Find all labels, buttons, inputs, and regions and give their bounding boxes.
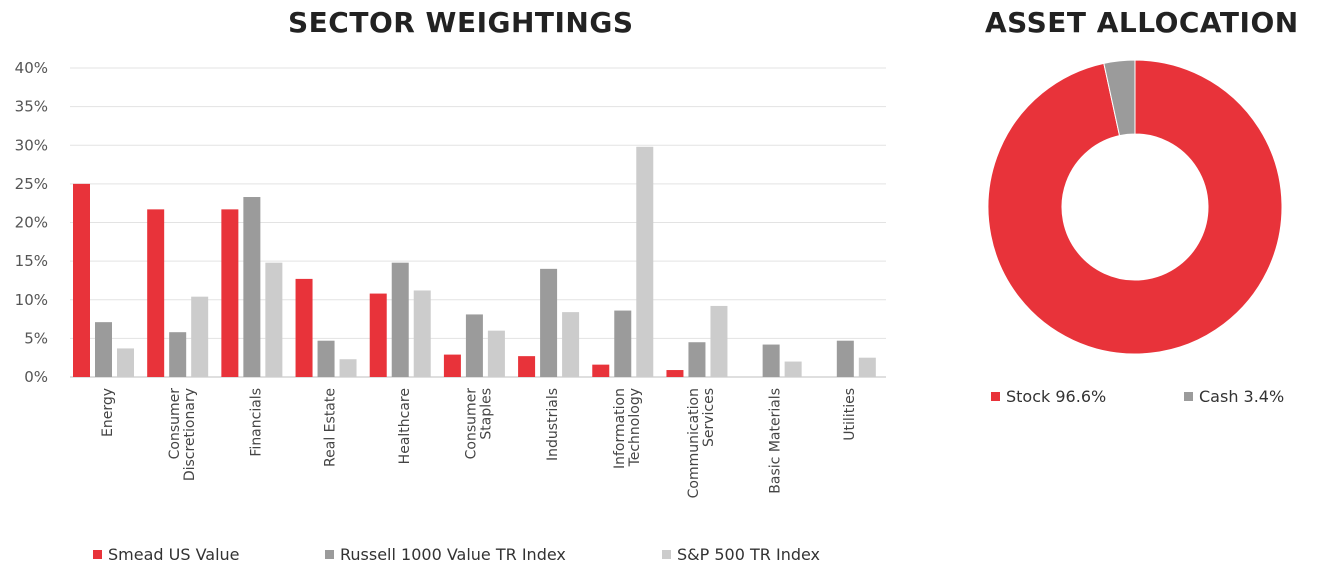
y-tick-label: 5%	[24, 329, 48, 347]
bar-sp500	[858, 357, 876, 377]
sector-weightings-chart: 0%5%10%15%20%25%30%35%40%Energy Consumer D…	[15, 59, 886, 498]
x-category-label: Financials	[248, 388, 264, 457]
bar-russell	[391, 262, 409, 377]
x-category-label-line: Basic Materials	[768, 388, 784, 494]
bar-smead	[147, 209, 165, 377]
x-category-label-line: Technology	[627, 388, 643, 467]
bar-sp500	[117, 348, 134, 377]
donut-slice-cash	[1103, 59, 1136, 137]
bar-sp500	[784, 361, 802, 377]
x-category-label: Energy	[100, 388, 116, 437]
legend-item-russell: Russell 1000 Value TR Index	[325, 545, 566, 564]
bar-russell	[243, 197, 261, 377]
bar-russell	[169, 332, 187, 377]
donut-slice-stock	[987, 59, 1283, 355]
bar-russell	[614, 310, 632, 377]
bar-smead	[73, 183, 90, 377]
bar-smead	[443, 354, 461, 377]
x-category-label: Real Estate	[323, 388, 339, 467]
legend-item-sp500: S&P 500 TR Index	[662, 545, 820, 564]
legend-item-stock: Stock 96.6%	[991, 387, 1106, 406]
x-category-label-line: Industrials	[545, 388, 561, 461]
y-tick-label: 40%	[15, 59, 48, 77]
y-tick-label: 30%	[15, 136, 48, 154]
bar-sp500	[487, 330, 505, 377]
bar-smead	[295, 278, 313, 377]
legend-swatch-smead	[93, 550, 102, 559]
legend-swatch-russell	[325, 550, 334, 559]
y-tick-label: 20%	[15, 214, 48, 232]
bar-sp500	[562, 312, 580, 377]
legend-swatch-stock	[991, 392, 1000, 401]
bar-russell	[95, 322, 112, 377]
x-category-label: Basic Materials	[768, 388, 784, 494]
x-category-label-line: Real Estate	[323, 388, 339, 467]
bar-sp500	[710, 305, 728, 377]
y-tick-label: 0%	[24, 368, 48, 386]
x-category-label-line: Consumer	[167, 388, 183, 460]
bar-sp500	[191, 296, 209, 377]
bar-russell	[317, 340, 335, 377]
x-category-label-line: Utilities	[842, 388, 858, 441]
bar-smead	[369, 293, 387, 377]
bar-russell	[836, 340, 854, 377]
asset-allocation-title: ASSET ALLOCATION	[985, 6, 1299, 39]
legend-label-sp500: S&P 500 TR Index	[677, 545, 821, 564]
bar-sp500	[339, 359, 357, 377]
x-category-label-line: Financials	[248, 388, 264, 457]
legend-label-smead: Smead US Value	[108, 545, 240, 564]
bar-smead	[666, 370, 684, 377]
bar-smead	[518, 356, 536, 377]
x-category-label: Consumer Staples	[464, 388, 495, 460]
bar-russell	[688, 342, 706, 377]
x-category-label: Utilities	[842, 388, 858, 441]
legend-label-cash: Cash 3.4%	[1199, 387, 1285, 406]
bar-sp500	[413, 290, 431, 377]
x-category-label: Industrials	[545, 388, 561, 461]
x-category-label-line: Information	[612, 388, 628, 469]
sector-weightings-title: SECTOR WEIGHTINGS	[288, 6, 634, 39]
bar-russell	[762, 344, 780, 377]
bar-russell	[465, 314, 483, 377]
x-category-label-line: Healthcare	[397, 388, 413, 464]
legend-label-russell: Russell 1000 Value TR Index	[340, 545, 566, 564]
x-category-label: Communication Services	[686, 388, 717, 498]
legend-item-smead: Smead US Value	[93, 545, 240, 564]
y-tick-label: 25%	[15, 175, 48, 193]
bar-smead	[592, 364, 610, 377]
legend-item-cash: Cash 3.4%	[1184, 387, 1284, 406]
y-tick-label: 10%	[15, 291, 48, 309]
x-category-label-line: Services	[701, 388, 717, 447]
x-category-label: Information Technology	[612, 388, 643, 469]
x-category-label-line: Staples	[479, 388, 495, 440]
y-tick-label: 35%	[15, 98, 48, 116]
x-category-label-line: Discretionary	[182, 388, 198, 481]
y-tick-label: 15%	[15, 252, 48, 270]
bar-sp500	[636, 146, 654, 377]
bar-smead	[221, 209, 239, 377]
bar-sp500	[265, 262, 283, 377]
x-category-label: Consumer Discretionary	[167, 388, 198, 481]
x-category-label-line: Energy	[100, 388, 116, 437]
x-category-label-line: Consumer	[464, 388, 480, 460]
legend-label-stock: Stock 96.6%	[1006, 387, 1107, 406]
legend-swatch-cash	[1184, 392, 1193, 401]
bar-russell	[540, 268, 558, 377]
x-category-label: Healthcare	[397, 388, 413, 464]
legend-swatch-sp500	[662, 550, 671, 559]
x-category-label-line: Communication	[686, 388, 702, 498]
